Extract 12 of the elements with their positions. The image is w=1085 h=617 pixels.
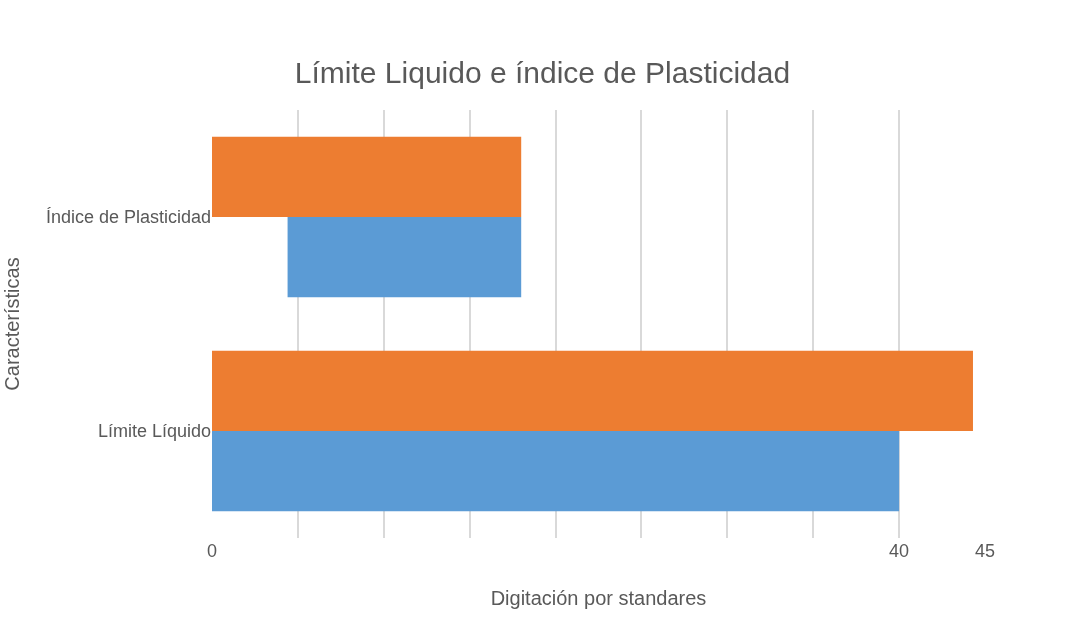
bar — [212, 136, 522, 217]
x-tick-label: 0 — [206, 541, 218, 561]
bar — [287, 217, 522, 298]
x-axis-title: Digitación por standares — [490, 586, 707, 609]
y-axis-title: Características — [1, 257, 24, 391]
bar — [212, 431, 900, 512]
y-tick-label: Límite Líquido — [97, 421, 211, 442]
y-tick-label: Índice de Plasticidad — [45, 207, 211, 228]
x-tick-label: 45 — [974, 541, 996, 561]
chart-title: Límite Liquido e índice de Plasticidad — [294, 55, 791, 89]
bar — [212, 350, 973, 431]
x-tick-label: 40 — [889, 541, 910, 561]
